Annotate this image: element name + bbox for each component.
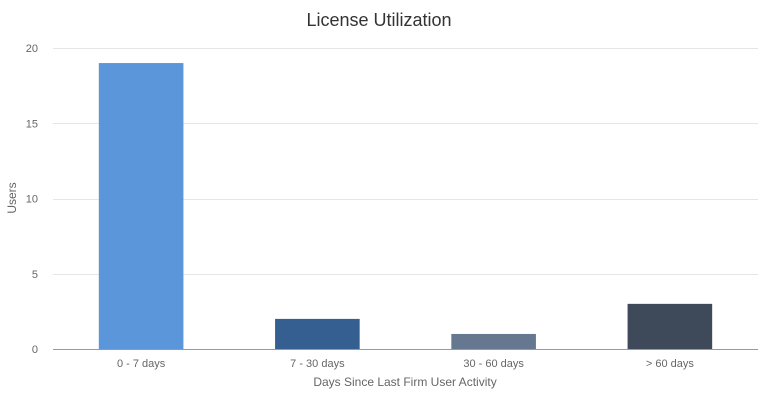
bar[interactable] bbox=[451, 333, 536, 349]
x-tick-label: > 60 days bbox=[646, 358, 695, 370]
y-tick-label: 10 bbox=[26, 194, 38, 206]
x-axis-title: Days Since Last Firm User Activity bbox=[313, 375, 496, 389]
chart-title: License Utilization bbox=[306, 10, 451, 30]
y-axis-title: Users bbox=[5, 182, 19, 213]
x-tick-labels: 0 - 7 days 7 - 30 days 30 - 60 days > 60 da… bbox=[117, 358, 694, 370]
y-tick-label: 0 bbox=[32, 344, 38, 356]
y-tick-label: 20 bbox=[26, 43, 38, 55]
bar[interactable] bbox=[627, 303, 713, 349]
bars bbox=[98, 63, 713, 350]
bar[interactable] bbox=[98, 63, 184, 350]
y-tick-label: 5 bbox=[32, 269, 38, 281]
bar[interactable] bbox=[275, 318, 360, 349]
x-tick-label: 7 - 30 days bbox=[290, 358, 345, 370]
x-tick-label: 0 - 7 days bbox=[117, 358, 166, 370]
y-tick-labels: 0 5 10 15 20 bbox=[26, 43, 38, 356]
y-tick-label: 15 bbox=[26, 118, 38, 130]
x-tick-label: 30 - 60 days bbox=[463, 358, 524, 370]
